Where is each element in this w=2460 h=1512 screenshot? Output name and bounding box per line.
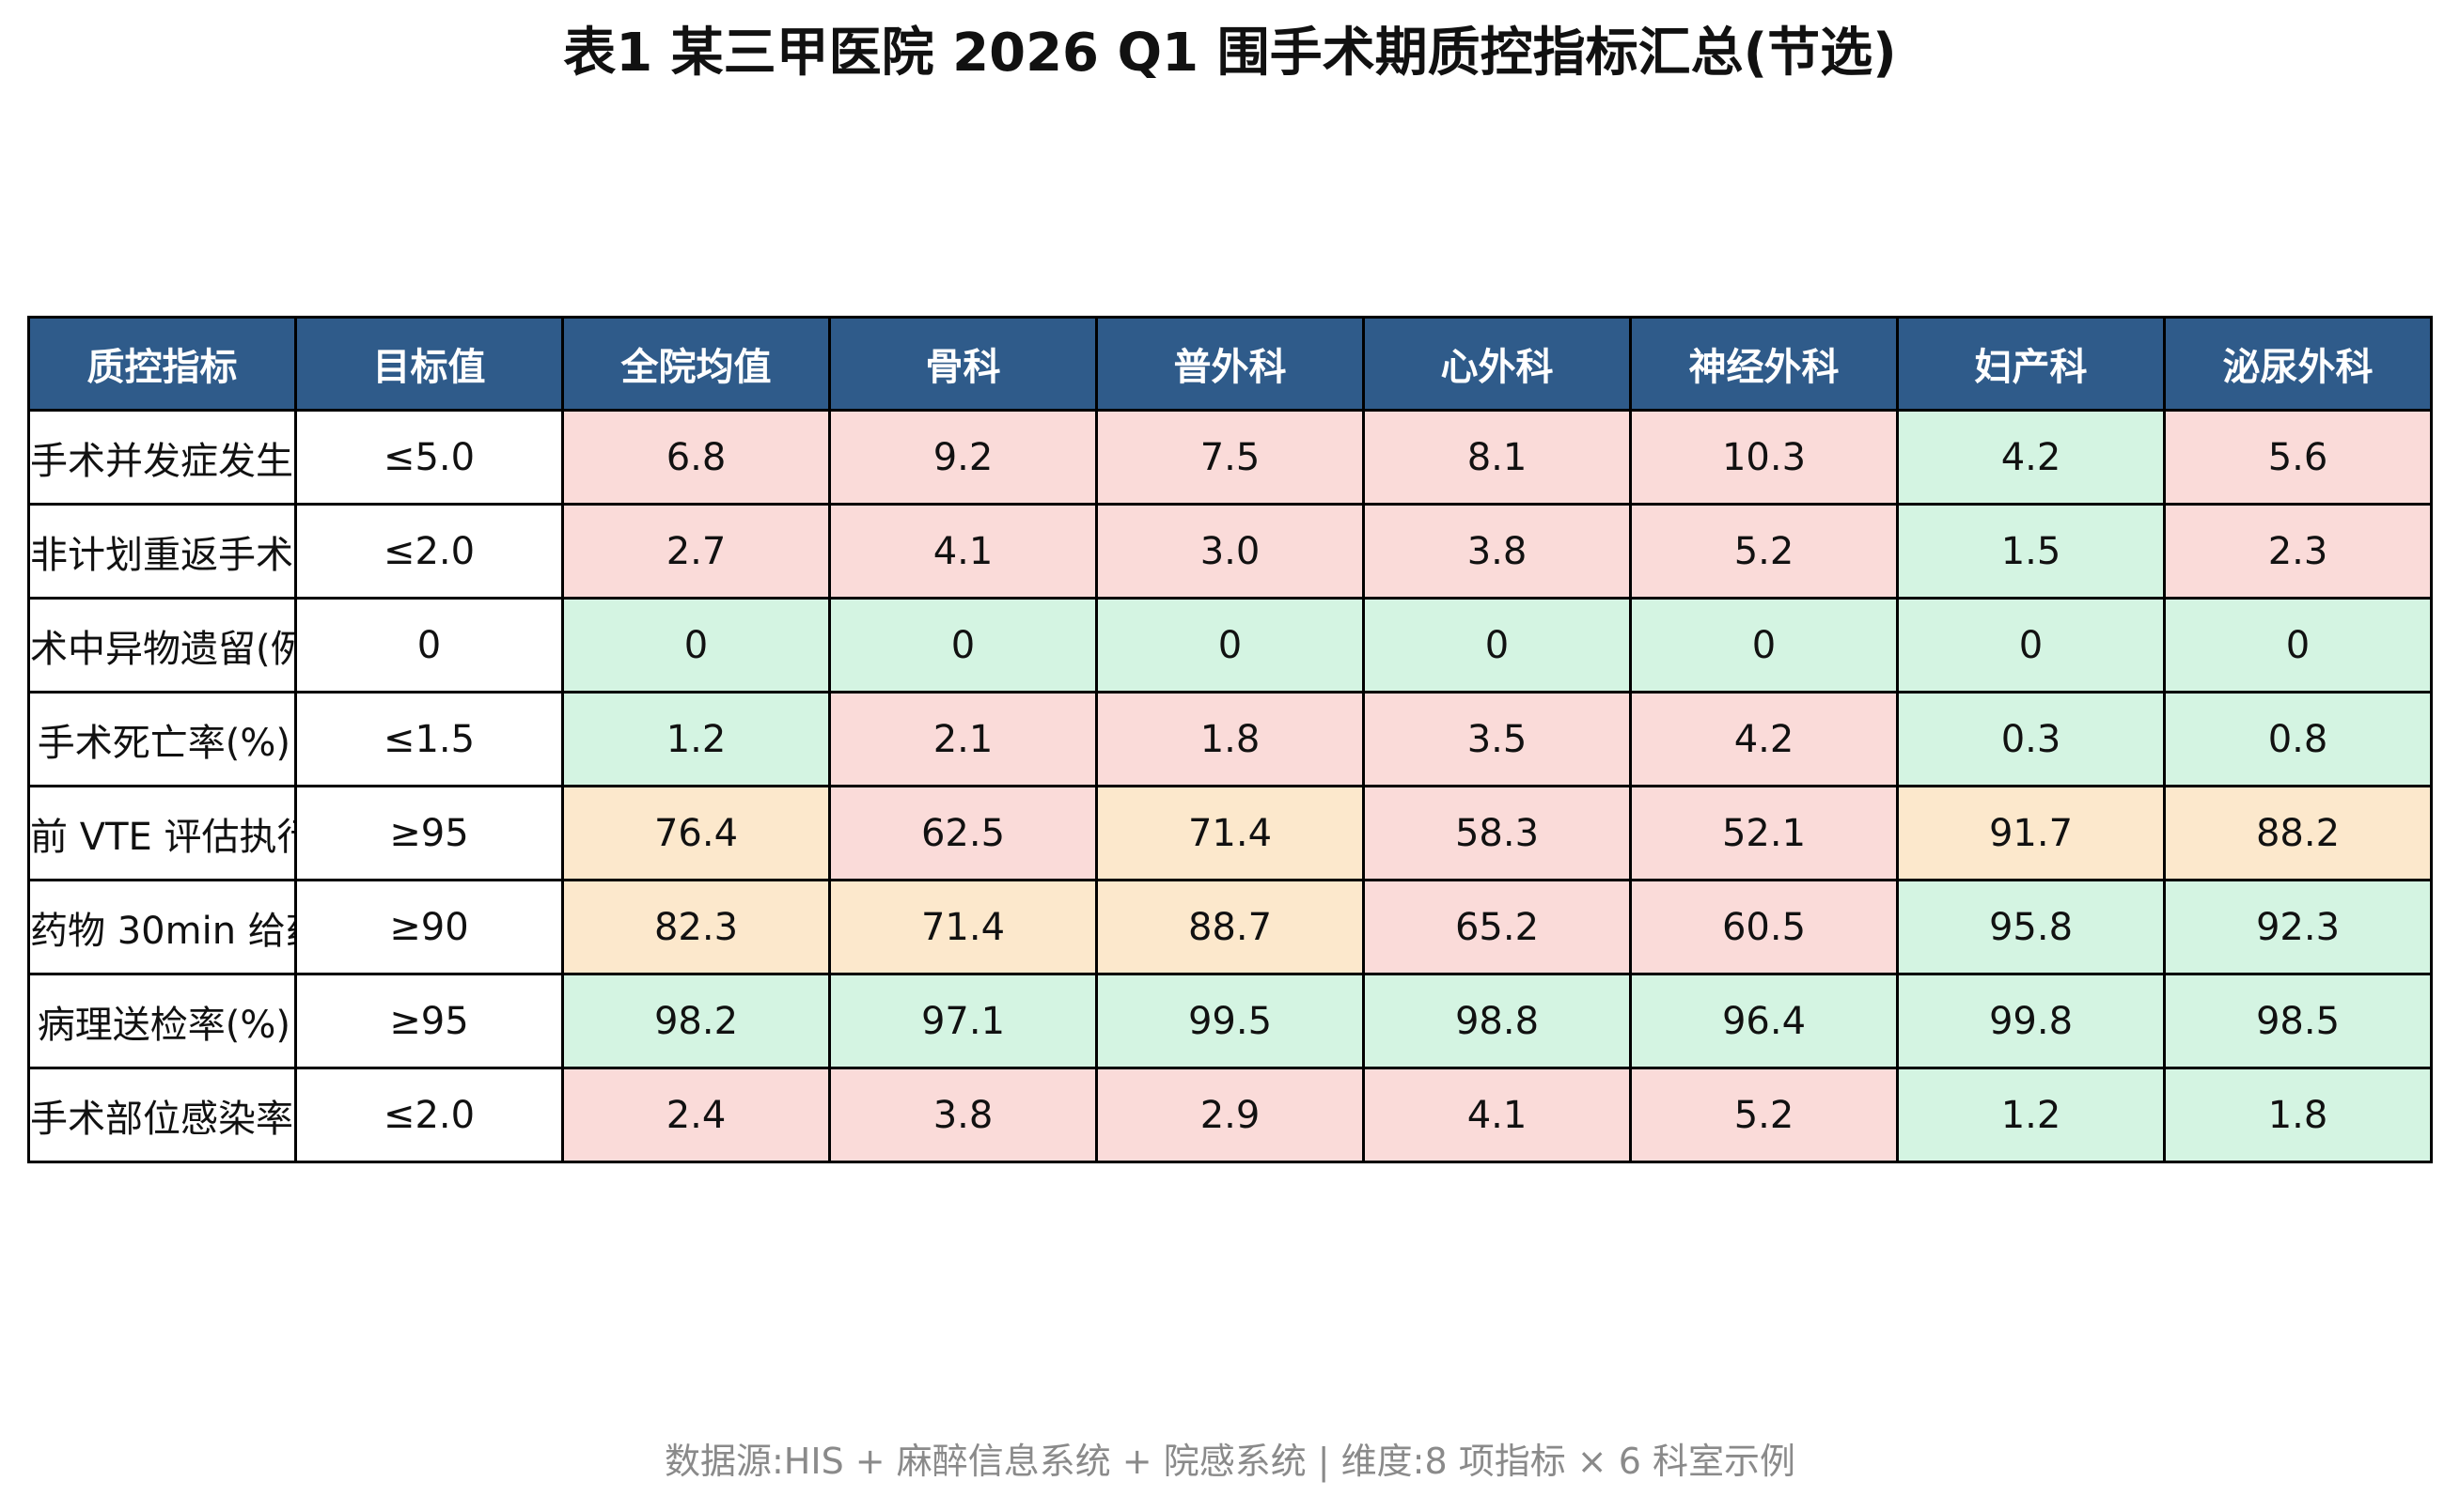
- value-cell: 62.5: [828, 785, 1098, 881]
- value-cell: 91.7: [1896, 785, 2166, 881]
- value-cell: 0: [1362, 597, 1632, 694]
- value-cell: 88.7: [1095, 879, 1365, 975]
- value-cell: 6.8: [561, 409, 831, 506]
- value-cell: 9.2: [828, 409, 1098, 506]
- value-cell: 1.8: [1095, 691, 1365, 787]
- column-header: 目标值: [294, 316, 564, 412]
- table-header: 质控指标 目标值 全院均值 骨科 普外科 心外科 神经外科 妇产科 泌尿外科: [27, 316, 2433, 412]
- header-row: 质控指标 目标值 全院均值 骨科 普外科 心外科 神经外科 妇产科 泌尿外科: [27, 316, 2433, 412]
- value-cell: 2.1: [828, 691, 1098, 787]
- target-value-cell: ≥95: [294, 785, 564, 881]
- table-row: 非计划重返手术率(≤2.02.74.13.03.85.21.52.3: [27, 503, 2433, 600]
- value-cell: 65.2: [1362, 879, 1632, 975]
- value-cell: 0: [561, 597, 831, 694]
- table-row: 前 VTE 评估执行率≥9576.462.571.458.352.191.788…: [27, 785, 2433, 881]
- value-cell: 5.2: [1629, 1067, 1899, 1163]
- value-cell: 5.6: [2163, 409, 2433, 506]
- metric-name-cell: 术中异物遗留(例: [27, 597, 297, 694]
- value-cell: 0: [2163, 597, 2433, 694]
- value-cell: 0.8: [2163, 691, 2433, 787]
- column-header: 神经外科: [1629, 316, 1899, 412]
- value-cell: 7.5: [1095, 409, 1365, 506]
- value-cell: 0: [828, 597, 1098, 694]
- value-cell: 71.4: [828, 879, 1098, 975]
- column-header: 妇产科: [1896, 316, 2166, 412]
- metric-name-cell: 手术并发症发生率(: [27, 409, 297, 506]
- table-title: 表1 某三甲医院 2026 Q1 围手术期质控指标汇总(节选): [563, 23, 1897, 84]
- value-cell: 76.4: [561, 785, 831, 881]
- value-cell: 2.4: [561, 1067, 831, 1163]
- target-value-cell: ≤1.5: [294, 691, 564, 787]
- value-cell: 88.2: [2163, 785, 2433, 881]
- value-cell: 8.1: [1362, 409, 1632, 506]
- target-value-cell: ≥95: [294, 973, 564, 1069]
- value-cell: 96.4: [1629, 973, 1899, 1069]
- column-header: 骨科: [828, 316, 1098, 412]
- table-row: 术中异物遗留(例 0 0 0 0 0 0 0 0: [27, 597, 2433, 694]
- value-cell: 98.2: [561, 973, 831, 1069]
- target-value-cell: ≤2.0: [294, 503, 564, 600]
- value-cell: 98.5: [2163, 973, 2433, 1069]
- table-row: 手术部位感染率(%≤2.02.43.82.94.15.21.21.8: [27, 1067, 2433, 1163]
- value-cell: 2.9: [1095, 1067, 1365, 1163]
- value-cell: 2.3: [2163, 503, 2433, 600]
- value-cell: 1.5: [1896, 503, 2166, 600]
- value-cell: 98.8: [1362, 973, 1632, 1069]
- value-cell: 97.1: [828, 973, 1098, 1069]
- value-cell: 60.5: [1629, 879, 1899, 975]
- metric-name-cell: 药物 30min 给药: [27, 879, 297, 975]
- table-row: 手术并发症发生率(≤5.06.89.27.58.110.34.25.6: [27, 409, 2433, 506]
- value-cell: 95.8: [1896, 879, 2166, 975]
- target-value-cell: ≤2.0: [294, 1067, 564, 1163]
- metric-name-cell: 非计划重返手术率(: [27, 503, 297, 600]
- value-cell: 0: [1095, 597, 1365, 694]
- column-header: 泌尿外科: [2163, 316, 2433, 412]
- value-cell: 1.8: [2163, 1067, 2433, 1163]
- value-cell: 0.3: [1896, 691, 2166, 787]
- target-value-cell: ≤5.0: [294, 409, 564, 506]
- target-value-cell: ≥90: [294, 879, 564, 975]
- table-body: 手术并发症发生率(≤5.06.89.27.58.110.34.25.6非计划重返…: [27, 409, 2433, 1163]
- value-cell: 99.8: [1896, 973, 2166, 1069]
- value-cell: 4.2: [1896, 409, 2166, 506]
- column-header: 普外科: [1095, 316, 1365, 412]
- value-cell: 2.7: [561, 503, 831, 600]
- value-cell: 4.1: [828, 503, 1098, 600]
- table-row: 病理送检率(%) ≥95 98.2 97.1 99.5 98.8 96.4 99.8 98.5: [27, 973, 2433, 1069]
- value-cell: 3.0: [1095, 503, 1365, 600]
- value-cell: 71.4: [1095, 785, 1365, 881]
- table-row: 手术死亡率(%) ≤1.5 1.2 2.1 1.8 3.5 4.2 0.3 0.8: [27, 691, 2433, 787]
- value-cell: 99.5: [1095, 973, 1365, 1069]
- column-header: 心外科: [1362, 316, 1632, 412]
- value-cell: 0: [1629, 597, 1899, 694]
- value-cell: 0: [1896, 597, 2166, 694]
- column-header: 质控指标: [27, 316, 297, 412]
- value-cell: 82.3: [561, 879, 831, 975]
- value-cell: 4.1: [1362, 1067, 1632, 1163]
- value-cell: 92.3: [2163, 879, 2433, 975]
- value-cell: 3.8: [828, 1067, 1098, 1163]
- source-footnote: 数据源:HIS + 麻醉信息系统 + 院感系统 | 维度:8 项指标 × 6 科…: [665, 1441, 1795, 1482]
- metric-name-cell: 前 VTE 评估执行率: [27, 785, 297, 881]
- value-cell: 1.2: [1896, 1067, 2166, 1163]
- value-cell: 1.2: [561, 691, 831, 787]
- metric-name-cell: 手术死亡率(%): [27, 691, 297, 787]
- metric-name-cell: 病理送检率(%): [27, 973, 297, 1069]
- metric-name-cell: 手术部位感染率(%: [27, 1067, 297, 1163]
- value-cell: 4.2: [1629, 691, 1899, 787]
- table-row: 药物 30min 给药 ≥90 82.3 71.4 88.7 65.2 60.5 95.8 92…: [27, 879, 2433, 975]
- value-cell: 58.3: [1362, 785, 1632, 881]
- column-header: 全院均值: [561, 316, 831, 412]
- target-value-cell: 0: [294, 597, 564, 694]
- value-cell: 3.8: [1362, 503, 1632, 600]
- value-cell: 10.3: [1629, 409, 1899, 506]
- value-cell: 5.2: [1629, 503, 1899, 600]
- value-cell: 52.1: [1629, 785, 1899, 881]
- value-cell: 3.5: [1362, 691, 1632, 787]
